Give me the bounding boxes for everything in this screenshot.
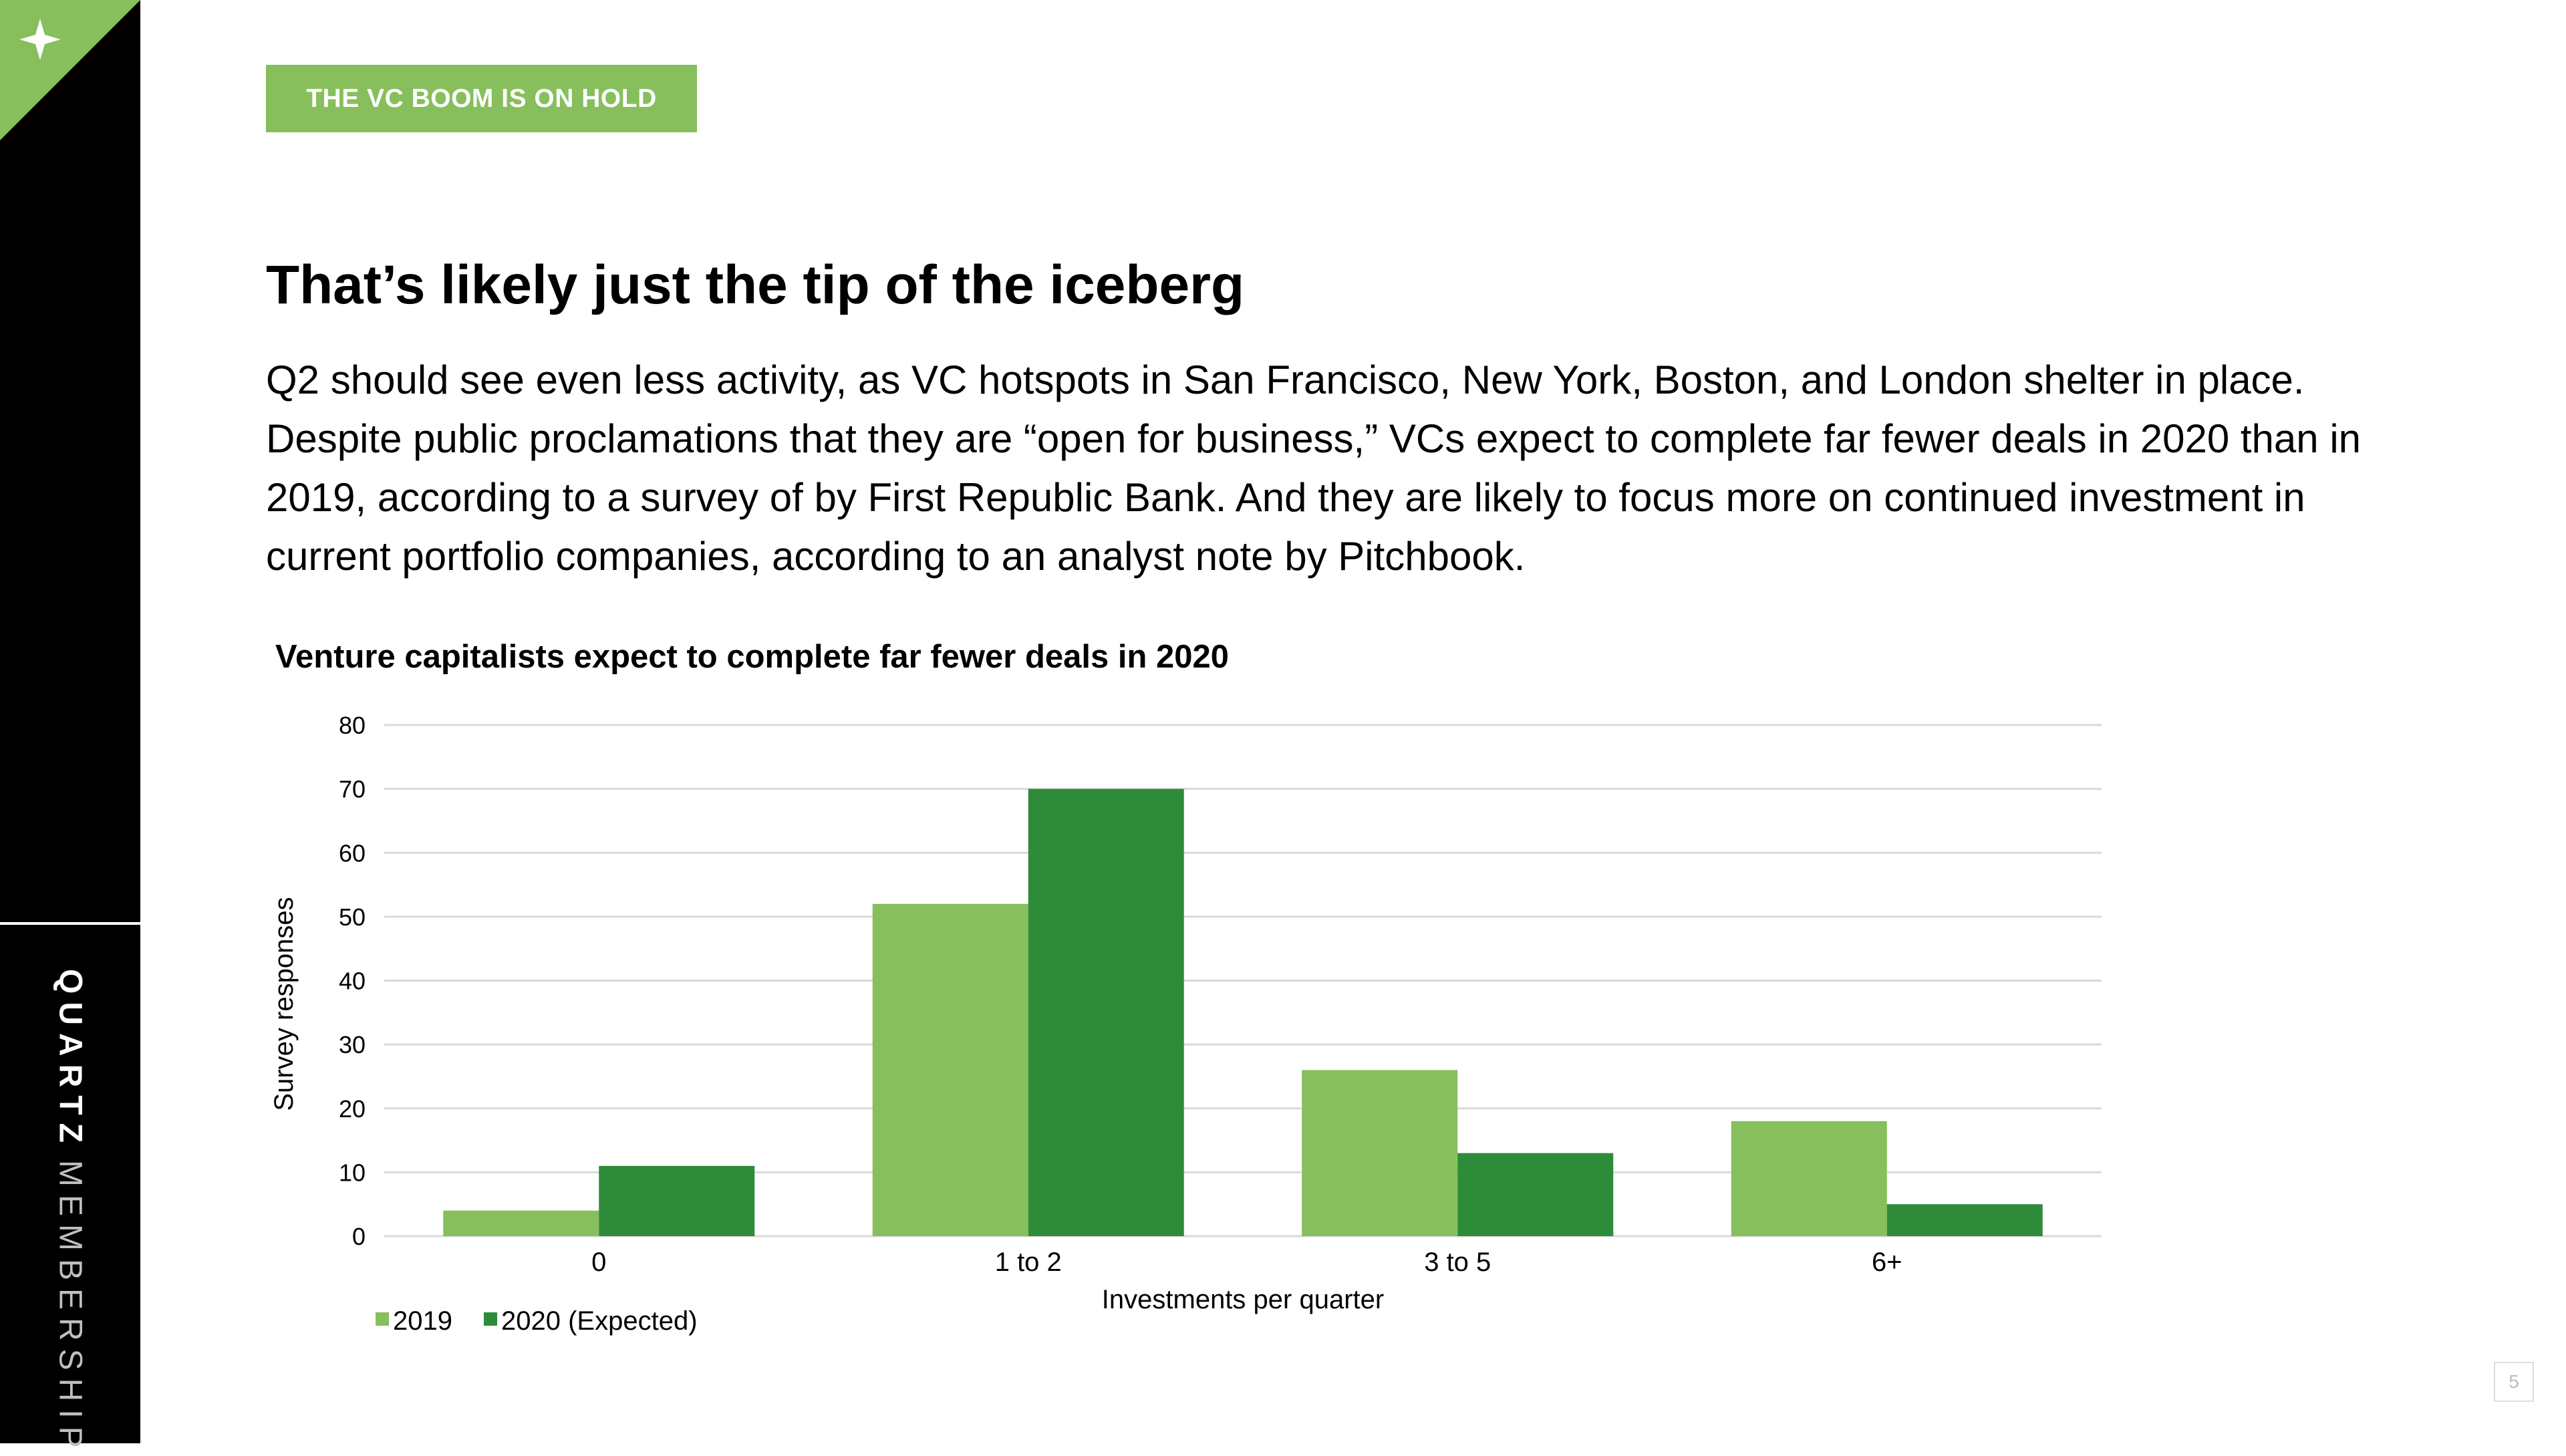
- sidebar-divider: [0, 922, 140, 925]
- legend-swatch: [376, 1312, 389, 1326]
- y-tick-label: 50: [339, 903, 366, 931]
- bar-2020-1: [1028, 788, 1184, 1236]
- brand-wordmark: QUARTZ MEMBERSHIP: [52, 969, 89, 1456]
- x-axis-label: Investments per quarter: [1102, 1285, 1384, 1314]
- bar-2019-0: [443, 1210, 599, 1236]
- y-tick-label: 80: [339, 712, 366, 739]
- bar-2019-3: [1731, 1121, 1887, 1236]
- x-tick-label: 6+: [1872, 1248, 1902, 1277]
- y-axis-label: Survey responses: [269, 897, 299, 1111]
- x-tick-label: 0: [591, 1248, 606, 1277]
- x-axis-ticks: 0 1 to 2 3 to 5 6+: [591, 1248, 1902, 1277]
- section-tag: THE VC BOOM IS ON HOLD: [266, 65, 697, 132]
- x-tick-label: 1 to 2: [995, 1248, 1062, 1277]
- page-number: 5: [2494, 1362, 2534, 1402]
- bar-2020-2: [1457, 1153, 1614, 1236]
- y-tick-label: 20: [339, 1095, 366, 1123]
- page-title: That’s likely just the tip of the iceber…: [266, 255, 1245, 315]
- y-tick-label: 30: [339, 1031, 366, 1058]
- brand-primary: QUARTZ: [52, 969, 88, 1151]
- x-tick-label: 3 to 5: [1424, 1248, 1491, 1277]
- y-tick-label: 60: [339, 839, 366, 867]
- y-tick-label: 10: [339, 1159, 366, 1186]
- y-tick-label: 70: [339, 776, 366, 803]
- sidebar: QUARTZ MEMBERSHIP: [0, 0, 140, 1456]
- legend: 2019 2020 (Expected): [376, 1306, 698, 1336]
- legend-label: 2019: [393, 1306, 452, 1336]
- brand-secondary: MEMBERSHIP: [52, 1159, 88, 1456]
- bar-2020-3: [1886, 1204, 2043, 1236]
- bar-2020-0: [599, 1165, 755, 1236]
- sparkle-icon: [19, 19, 61, 60]
- chart-title: Venture capitalists expect to complete f…: [275, 639, 1230, 675]
- corner-badge: [0, 0, 140, 140]
- bar-chart: 0 10 20 30 40 50 60 70 80 0 1 to 2 3 to 5 6+ Survey…: [269, 712, 2102, 1336]
- bars: [443, 788, 2043, 1236]
- y-tick-label: 40: [339, 968, 366, 995]
- body-paragraph: Q2 should see even less activity, as VC …: [266, 357, 2362, 579]
- bar-2019-2: [1302, 1070, 1458, 1236]
- legend-label: 2020 (Expected): [501, 1306, 698, 1336]
- legend-swatch: [484, 1312, 497, 1326]
- bar-2019-1: [872, 903, 1028, 1236]
- y-tick-label: 0: [352, 1223, 366, 1250]
- y-axis-ticks: 0 10 20 30 40 50 60 70 80: [339, 712, 366, 1250]
